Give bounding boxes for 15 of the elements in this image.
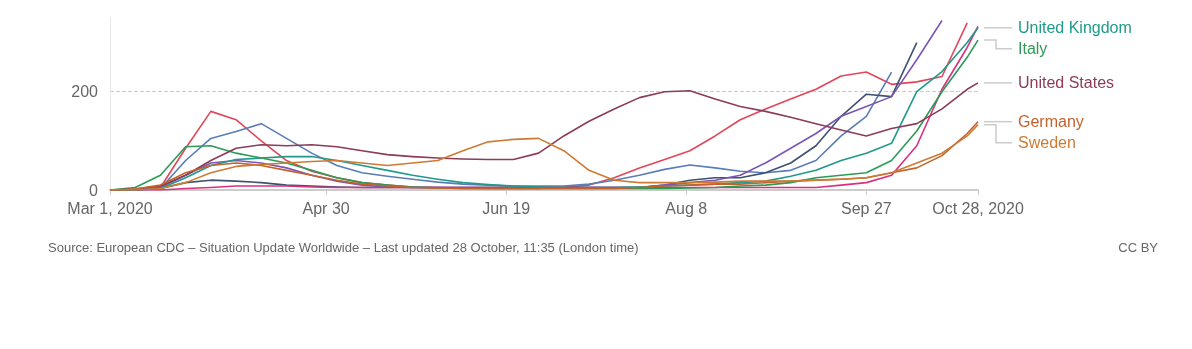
x-tick-label: Mar 1, 2020: [67, 199, 153, 217]
x-tick-label: Oct 28, 2020: [932, 199, 1024, 217]
text: CC BY: [1118, 240, 1159, 255]
text: Italy: [1018, 40, 1048, 58]
y-tick-label: 200: [71, 83, 99, 101]
source-note: Source: European CDC – Situation Update Worldwide – Last updated 28 October, 11:35 (London time): [48, 240, 639, 255]
text: United Kingdom: [1018, 19, 1132, 37]
y-tick-label: 0: [89, 181, 99, 199]
text: Germany: [1018, 113, 1084, 131]
x-tick-label: Sep 27: [840, 199, 892, 217]
text: United States: [1018, 74, 1115, 92]
x-tick-label: Aug 8: [665, 199, 708, 217]
x-tick-label: Apr 30: [302, 199, 350, 217]
x-tick-label: Jun 19: [482, 199, 531, 217]
text: Sweden: [1018, 134, 1076, 152]
